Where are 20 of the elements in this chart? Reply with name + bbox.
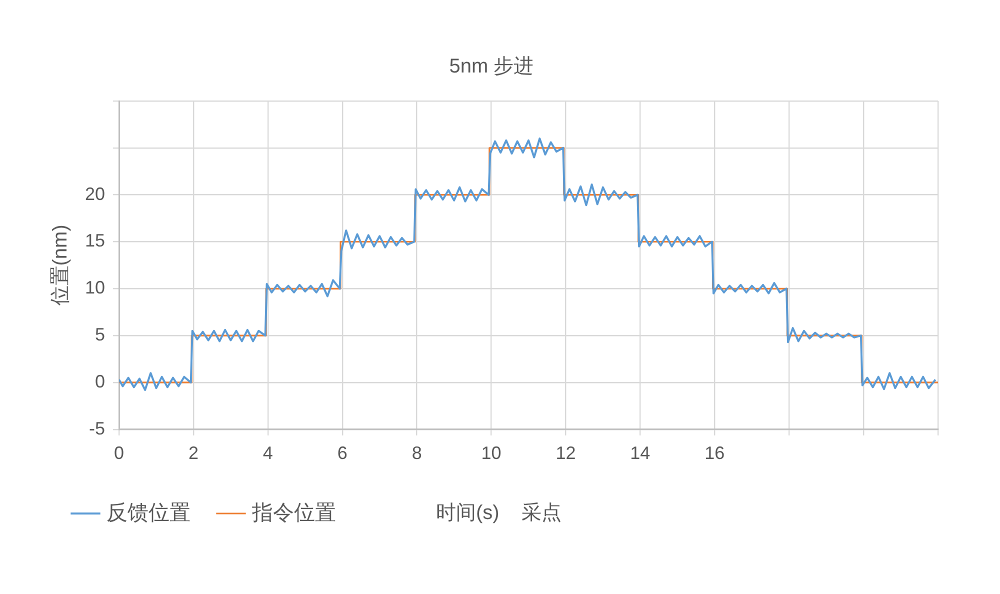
y-tick-label: 20 — [84, 184, 106, 204]
legend-label: 指令位置 — [251, 501, 336, 524]
x-tick-label: 2 — [188, 443, 198, 464]
y-tick-label: -5 — [89, 418, 106, 438]
y-tick-label: 15 — [84, 230, 106, 251]
x-tick-label: 14 — [630, 443, 650, 464]
y-tick-label: 5 — [95, 324, 106, 345]
x-tick-label: 16 — [704, 443, 725, 464]
x-tick-label: 10 — [481, 443, 502, 464]
x-tick-label: 0 — [114, 443, 124, 464]
legend-label: 反馈位置 — [106, 501, 190, 524]
y-tick-label: 10 — [84, 278, 106, 298]
x-axis-title: 时间(s) 采点 — [436, 502, 562, 524]
x-tick-label: 4 — [262, 443, 273, 464]
y-tick-label: 0 — [95, 371, 106, 392]
y-axis-title: 位置(nm) — [50, 224, 72, 306]
x-tick-label: 6 — [337, 443, 348, 464]
x-tick-label: 8 — [412, 443, 422, 464]
x-tick-label: 12 — [556, 443, 576, 464]
chart-title: 5nm 步进 — [449, 56, 534, 78]
